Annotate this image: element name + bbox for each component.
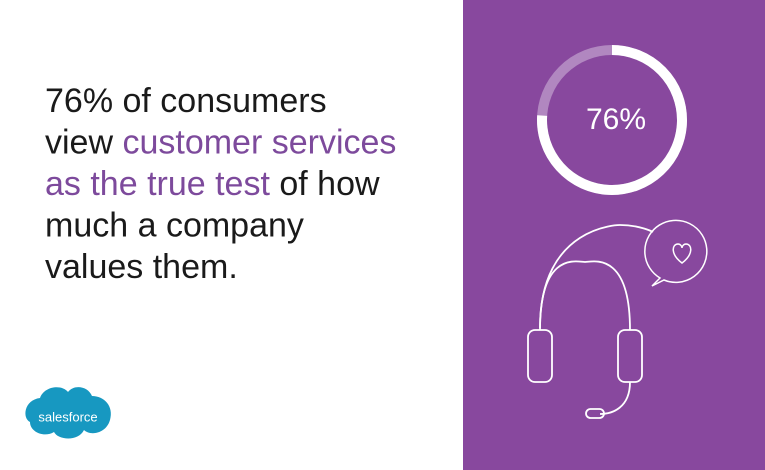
headline-line: 76% of consumers: [45, 82, 327, 120]
headline-segment: much a company: [45, 207, 304, 245]
headset-icon: [527, 224, 654, 419]
headline-segment: of how: [270, 165, 380, 203]
headline-segment: customer services: [122, 124, 396, 162]
headline-line: as the true test of how: [45, 165, 380, 203]
logo: salesforce: [25, 387, 111, 439]
logo-text: salesforce: [38, 409, 97, 424]
headline-segment: values them.: [45, 248, 238, 286]
headline-segment: as the true test: [45, 165, 270, 203]
donut-arc: [537, 45, 687, 195]
headline-segment: view: [45, 124, 122, 162]
chat-bubble-icon: [644, 219, 708, 287]
donut-label: 76%: [586, 103, 646, 136]
headline: 76% of consumers view customer servicesas…: [45, 82, 396, 286]
logo-cloud: [25, 387, 111, 439]
headline-line: values them.: [45, 248, 238, 286]
headline-segment: 76% of consumers: [45, 82, 327, 120]
headline-line: view customer services: [45, 124, 396, 162]
purple-panel: [463, 0, 765, 470]
headline-line: much a company: [45, 207, 304, 245]
